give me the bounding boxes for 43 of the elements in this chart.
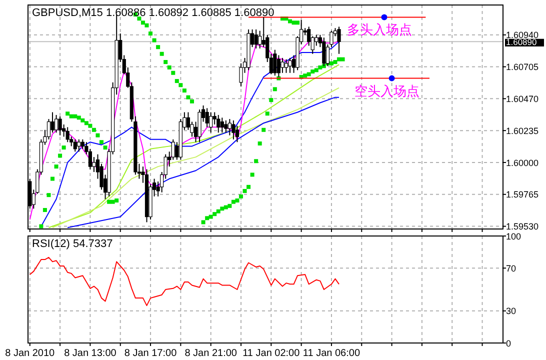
line-series xyxy=(48,64,340,228)
chart-title: RSI(12) 54.7337 xyxy=(32,238,113,250)
candlestick xyxy=(66,126,70,143)
annotation: 空头入场点 xyxy=(354,83,420,98)
candlestick xyxy=(273,49,277,76)
candlestick xyxy=(232,120,236,140)
line-series xyxy=(29,256,340,306)
candlestick xyxy=(228,118,232,136)
y-tick-label: 1.60705 xyxy=(506,62,539,72)
x-tick-label: 11 Jan 02:00 xyxy=(242,348,300,359)
candlestick xyxy=(58,116,62,136)
candlestick xyxy=(288,57,292,74)
candlestick xyxy=(77,138,81,152)
candlestick xyxy=(337,26,341,54)
candlestick xyxy=(224,120,228,134)
candlestick xyxy=(216,114,220,134)
annotation: 多头入场点 xyxy=(346,22,412,38)
y-tick-label: 1.59530 xyxy=(506,222,539,232)
candlestick xyxy=(50,112,54,134)
y-tick-label: 1.60470 xyxy=(506,94,539,104)
candlestick xyxy=(322,37,326,67)
y-tick-label: 1.60000 xyxy=(506,158,539,168)
chart-title: GBPUSD,M15 1.60886 1.60892 1.60885 1.60890 xyxy=(32,7,274,19)
candlestick xyxy=(314,34,318,46)
candlestick xyxy=(330,30,334,48)
candlestick xyxy=(284,58,288,74)
x-tick-label: 8 Jan 13:00 xyxy=(64,348,117,359)
x-tick-label: 8 Jan 17:00 xyxy=(124,348,178,359)
candlestick xyxy=(209,112,213,134)
y-tick-label: 100 xyxy=(506,231,522,242)
y-tick-label: 0 xyxy=(506,338,512,348)
x-tick-label: 8 Jan 2010 xyxy=(5,348,56,359)
y-tick-label: 1.60235 xyxy=(506,126,539,136)
x-tick-label: 8 Jan 21:00 xyxy=(184,348,238,359)
candlestick xyxy=(280,57,284,74)
candlestick xyxy=(54,114,58,134)
y-tick-label: 70 xyxy=(506,263,516,274)
y-tick-label: 30 xyxy=(506,306,516,316)
y-tick-label: 1.59765 xyxy=(506,190,539,200)
candlestick xyxy=(254,28,258,49)
x-tick-label: 11 Jan 06:00 xyxy=(302,348,360,359)
candlestick xyxy=(220,117,224,134)
candlestick xyxy=(73,138,77,152)
